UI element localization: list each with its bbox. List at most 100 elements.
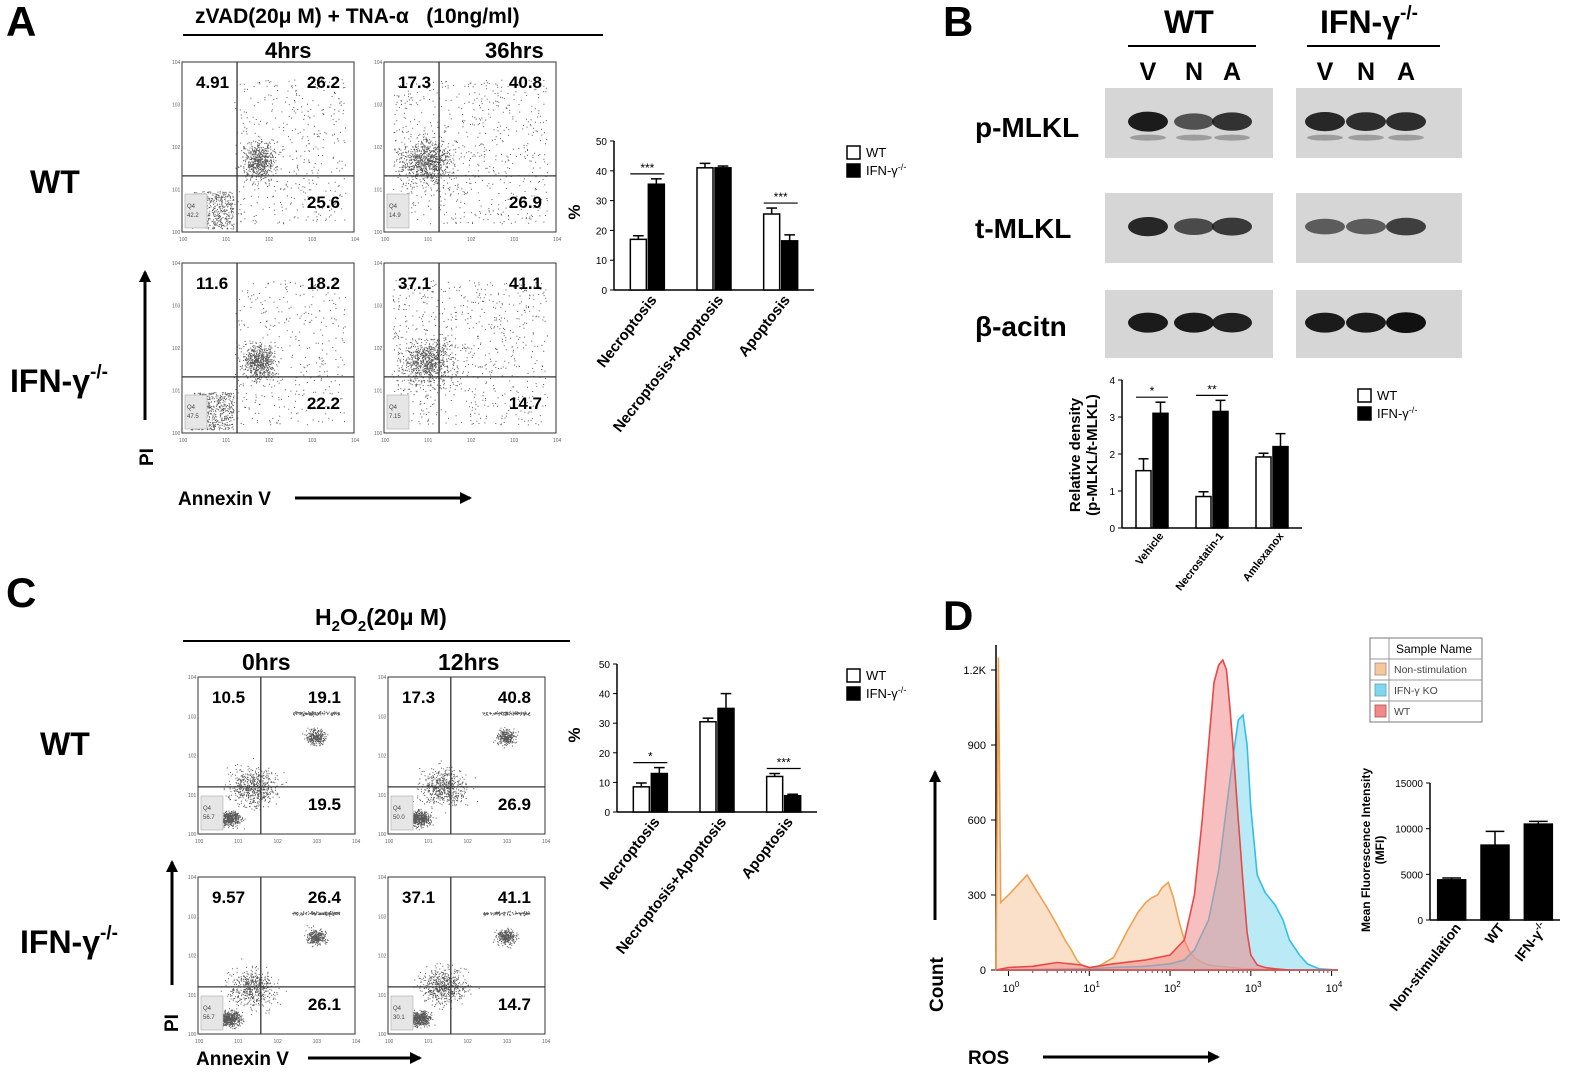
barB-legend-label: WT (1377, 388, 1397, 403)
panel-a-row-ko: IFN-γ-/- (10, 362, 108, 399)
barC-ytick-label: 30 (599, 719, 611, 730)
flow-wt-36h-gate-label: Q4 (389, 204, 398, 210)
blot-band-lower (1307, 134, 1343, 141)
panel-d-legend-swatch-2 (1374, 683, 1387, 697)
flow-ko-0h-frame (197, 876, 356, 1035)
blot-band-lower (1388, 134, 1424, 141)
panel-c-bar-chart: 0 10 20 30 40 50% Necroptosis * Necroptosis+Apop… (565, 660, 906, 957)
panel-d-legend: Sample Name Non-stimulation IFN-γ KO WT (1369, 637, 1483, 723)
barA-ytick-label: 40 (596, 167, 608, 178)
flow-wt-0h-gate-label: Q4 (203, 806, 212, 812)
hist-ytick-label: 900 (968, 740, 986, 752)
hist-ytick-label: 600 (968, 815, 986, 827)
flow-ko-36h-xtick: 103 (510, 438, 519, 444)
flow-wt-4h-xtick: 100 (179, 237, 188, 243)
flow-ko-4h-ytick: 104 (172, 261, 181, 267)
barC-sig-label: *** (777, 756, 791, 770)
barD-ytick-label: 5000 (1401, 870, 1424, 881)
flow-ko-36h-xtick: 100 (381, 438, 390, 444)
blot-band (1128, 312, 1168, 333)
flow-ko-4h-xtick: 100 (179, 438, 188, 444)
panel-b-group-ko: IFN-γ-/- (1320, 3, 1418, 40)
barC-bar (765, 775, 784, 813)
barB-bar (1255, 456, 1272, 529)
hist-xtick-label: 100 (1003, 980, 1020, 995)
flow-wt-4h-ytick: 101 (172, 188, 181, 194)
blot-band (1386, 217, 1426, 236)
blot-band (1212, 217, 1252, 236)
blot-band (1386, 112, 1426, 131)
barC-ytick-label: 0 (604, 808, 610, 819)
flow-wt-4h-gate-value: 42.2 (187, 213, 199, 219)
panel-a-ylabel: PI (137, 448, 158, 466)
barA-sig-label: *** (640, 161, 654, 175)
lane-label-V: V (1317, 58, 1334, 86)
hist-ytick-label: 300 (968, 890, 986, 902)
flow-ko-0h-gate-box (200, 995, 224, 1031)
panel-c-treatment: H2O2(20μ M) (315, 604, 447, 635)
panel-d-legend-label-3: WT (1394, 706, 1411, 718)
flow-wt-12h-gate-value: 50.0 (393, 815, 405, 821)
hist-series-non-stimulation (995, 657, 1338, 971)
flow-ko-12h-q1: 37.1 (402, 888, 435, 907)
flow-ko-12h-xtick: 100 (385, 1039, 394, 1045)
barB-ytick-label: 2 (1109, 450, 1115, 461)
blot-label-2: β-acitn (975, 311, 1067, 342)
flow-ko-12h-xtick: 103 (503, 1039, 512, 1045)
flow-ko-4h-ytick: 101 (172, 389, 181, 395)
flow-ko-36h-q1: 37.1 (398, 274, 431, 293)
barA-ytick-label: 20 (596, 226, 608, 237)
flow-wt-36h-events (393, 79, 549, 225)
panel-d-ylabel: Count (927, 956, 948, 1012)
flow-ko-0h-xtick: 104 (352, 1039, 361, 1045)
flow-ko-0h-gate-value: 56.7 (203, 1015, 215, 1021)
barA-bar (696, 167, 714, 291)
flow-ko-0h-xtick: 102 (274, 1039, 283, 1045)
flow-ko-4h-xtick: 102 (265, 438, 274, 444)
flow-wt-4h-events (190, 79, 347, 230)
flow-ko-36h-xtick: 104 (553, 438, 562, 444)
flow-ko-12h-xtick: 101 (424, 1039, 433, 1045)
flow-ko-12h-gate-label: Q4 (393, 1006, 402, 1012)
hist-ytick-label: 0 (980, 965, 986, 977)
flow-ko-12h-xtick: 102 (464, 1039, 473, 1045)
flow-ko-12h-xtick: 104 (542, 1039, 551, 1045)
flow-wt-4h-xtick: 101 (222, 237, 231, 243)
flow-ko-36h-xtick: 102 (467, 438, 476, 444)
barB-bar (1272, 445, 1289, 529)
barC-legend-label: IFN-γ-/- (866, 685, 906, 701)
barB-ylabel-2: (p-MLKL/t-MLKL) (1084, 394, 1101, 516)
barC-category-label: Necroptosis (597, 814, 664, 893)
blot-label-0: p-MLKL (975, 112, 1079, 143)
flow-wt-12h-xtick: 100 (385, 839, 394, 845)
panel-c-xlabel: Annexin V (196, 1049, 289, 1070)
panel-a-time-1: 4hrs (265, 38, 311, 63)
flow-wt-4h-q3: 25.6 (307, 193, 340, 212)
flow-wt-4h-q2: 26.2 (307, 73, 340, 92)
barA-ytick-label: 50 (596, 137, 608, 148)
barB-category-label: Necrostatin-1 (1174, 530, 1227, 593)
flow-ko-36h-ytick: 102 (374, 346, 383, 352)
barA-bar (780, 240, 799, 291)
barB-bar (1212, 410, 1229, 529)
flow-wt-0h-ytick: 104 (188, 675, 197, 681)
panel-d-legend-label-1: Non-stimulation (1394, 664, 1467, 676)
flow-wt-12h-xtick: 104 (542, 839, 551, 845)
barC-legend-swatch (846, 668, 861, 683)
flow-ko-36h-ytick: 100 (374, 431, 383, 437)
blot-band (1128, 111, 1168, 132)
panel-c-letter: C (6, 569, 36, 616)
flow-wt-36h-ytick: 102 (374, 145, 383, 151)
flow-wt-36h-q2: 40.8 (509, 73, 542, 92)
flow-ko-0h-events (212, 911, 341, 1030)
panel-a-row-wt: WT (30, 164, 80, 200)
barC-ylabel: % (565, 727, 584, 742)
flow-wt-36h-xtick: 100 (381, 237, 390, 243)
flow-wt-12h-q2: 40.8 (498, 688, 531, 707)
barA-bar (714, 167, 732, 291)
